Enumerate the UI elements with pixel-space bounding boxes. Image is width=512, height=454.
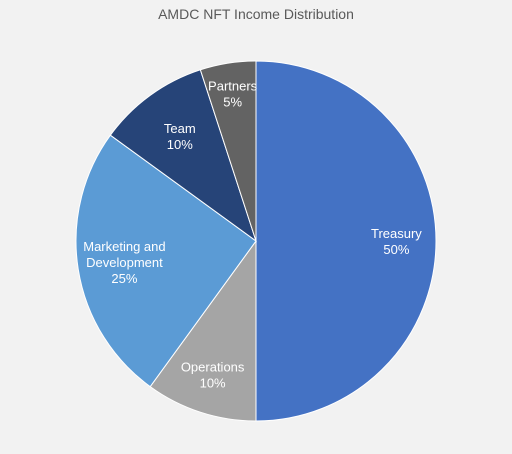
- pie-slice-marketing-and-development: [75, 134, 257, 388]
- slice-percent: 5%: [223, 94, 242, 109]
- data-label-treasury: Treasury 50%: [371, 226, 422, 257]
- chart-title: AMDC NFT Income Distribution: [158, 6, 354, 22]
- slice-category: Partners: [208, 78, 258, 93]
- pie-labels: Treasury 50%Operations 10%Marketing and Dev…: [83, 78, 422, 390]
- slice-percent: 10%: [200, 376, 226, 391]
- slice-category: Operations: [181, 360, 245, 375]
- pie-slice-partners: [199, 60, 257, 242]
- pie-slice-operations: [149, 239, 257, 422]
- slice-percent: 50%: [383, 242, 409, 257]
- slice-percent: 10%: [167, 137, 193, 152]
- pie-slices: [75, 60, 437, 422]
- slice-category: Team: [164, 121, 196, 136]
- slice-category: Treasury: [371, 226, 422, 241]
- data-label-team: Team 10%: [164, 121, 196, 152]
- data-label-marketing-and-development: Marketing and Development 25%: [83, 239, 165, 286]
- slice-percent: 25%: [111, 271, 137, 286]
- slice-category: Development: [86, 255, 163, 270]
- pie-slice-treasury: [255, 60, 437, 422]
- data-label-partners: Partners 5%: [208, 78, 258, 109]
- data-label-operations: Operations 10%: [181, 360, 245, 391]
- pie-slice-team: [109, 69, 257, 243]
- slice-category: Marketing and: [83, 239, 165, 254]
